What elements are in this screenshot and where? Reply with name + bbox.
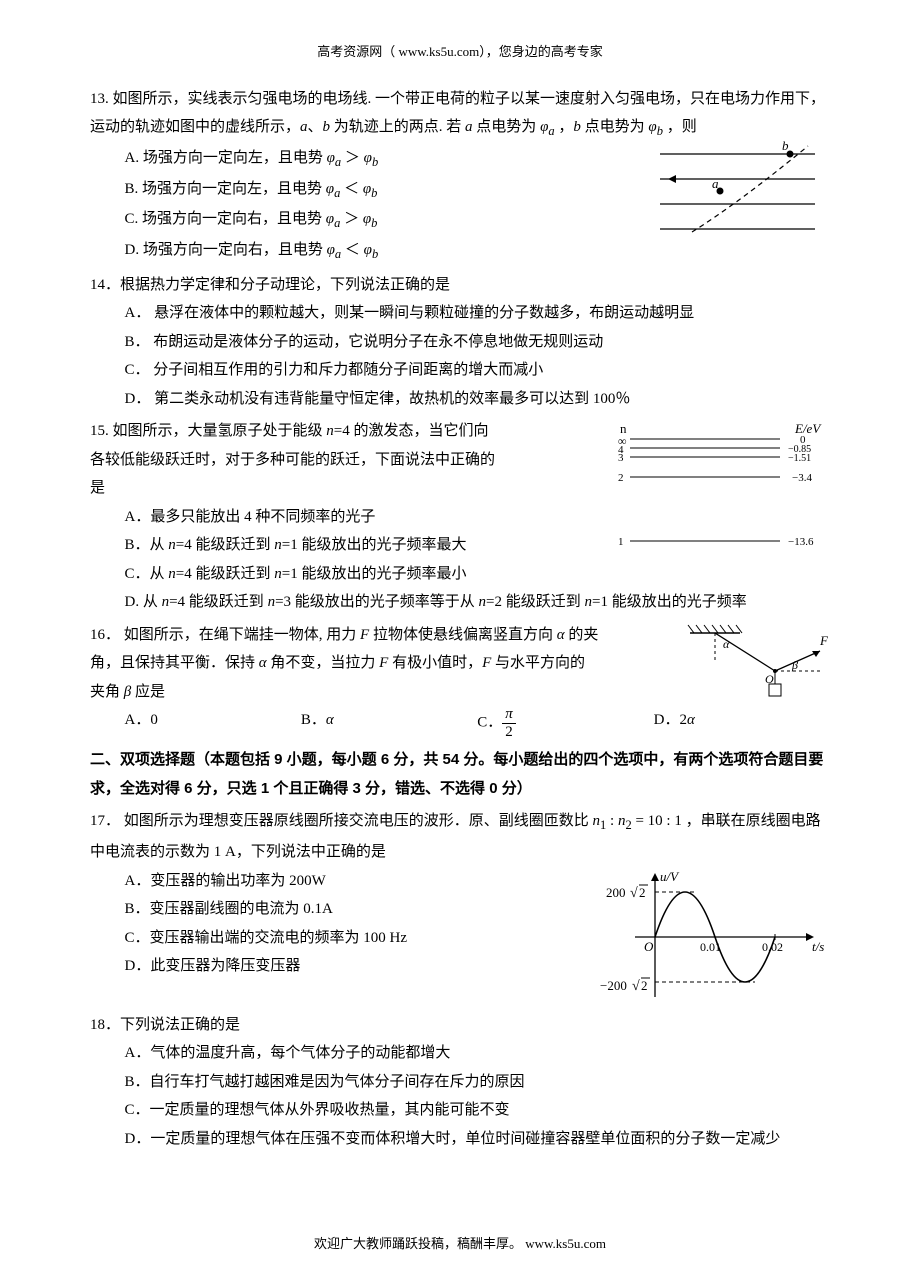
q13-label-a: a: [712, 176, 719, 191]
q17-ylabel: u/V: [660, 869, 680, 884]
question-16: α O F β 16． 如图所示，在绳下端挂一物体, 用力 F 拉物体使悬线偏离…: [90, 621, 830, 741]
svg-text:−1.51: −1.51: [788, 453, 811, 464]
q16-figure: α O F β: [680, 621, 830, 701]
q15-option-d: D. 从 n=4 能级跃迁到 n=3 能级放出的光子频率等于从 n=2 能级跃迁…: [143, 588, 831, 617]
q17-figure: u/V t/s O 200 √ 2 −200 √ 2: [600, 867, 830, 1007]
q17-xtick-2: 0.02: [762, 940, 783, 954]
question-13: 13. 如图所示，实线表示匀强电场的电场线. 一个带正电荷的粒子以某一速度射入匀…: [90, 85, 830, 267]
section-2-heading: 二、双项选择题（本题包括 9 小题，每小题 6 分，共 54 分。每小题给出的四…: [90, 746, 830, 803]
svg-text:2: 2: [639, 885, 646, 900]
q15-level-4: 4 −0.85: [618, 444, 811, 456]
q16-beta: β: [791, 658, 798, 672]
q15-option-c: C．从 n=4 能级跃迁到 n=1 能级放出的光子频率最小: [125, 560, 831, 589]
page-header: 高考资源网（ www.ks5u.com），您身边的高考专家: [90, 40, 830, 65]
q18-number: 18．: [90, 1017, 120, 1033]
q15-level-inf: ∞ 0: [618, 434, 806, 448]
q16-number: 16．: [90, 627, 120, 643]
q14-number: 14．: [90, 277, 120, 293]
q18-option-b: B．自行车打气越打越困难是因为气体分子间存在斥力的原因: [125, 1068, 831, 1097]
q17-number: 17．: [90, 813, 120, 829]
svg-text:2: 2: [618, 472, 624, 484]
q17-xlabel: t/s: [812, 939, 824, 954]
q16-option-b: B．α: [301, 706, 477, 740]
q13-figure: a b: [650, 134, 830, 234]
svg-text:√: √: [630, 886, 638, 901]
q16-option-d: D．2α: [654, 706, 830, 740]
q18-stem: 下列说法正确的是: [120, 1017, 240, 1033]
q16-option-a: A．0: [125, 706, 301, 740]
q18-option-d: D．一定质量的理想气体在压强不变而体积增大时，单位时间碰撞容器壁单位面积的分子数…: [143, 1125, 831, 1154]
q14-option-c: C． 分子间相互作用的引力和斥力都随分子间距离的增大而减小: [125, 356, 831, 385]
q16-stem-1: 如图所示，在绳下端挂一物体, 用力 F 拉物体使悬线偏离竖直方向 α 的夹: [124, 627, 599, 643]
q15-e-label: E/eV: [794, 421, 822, 436]
q18-option-c: C．一定质量的理想气体从外界吸收热量，其内能可能不变: [125, 1096, 831, 1125]
q14-option-b: B． 布朗运动是液体分子的运动，它说明分子在永不停息地做无规则运动: [125, 328, 831, 357]
q13-stem-part1: 如图所示，实线表示匀强电场的电场线. 一个带正电荷的粒子以某一速度射入匀强电场，…: [90, 91, 825, 136]
question-18: 18．下列说法正确的是 A．气体的温度升高，每个气体分子的动能都增大 B．自行车…: [90, 1011, 830, 1154]
q17-xtick-1: 0.01: [700, 940, 721, 954]
q13-number: 13.: [90, 91, 109, 107]
q15-level-3: 3 −1.51: [618, 452, 811, 464]
svg-text:1: 1: [618, 536, 624, 548]
q15-number: 15.: [90, 423, 109, 439]
q15-level-1: 1 −13.6: [618, 536, 814, 548]
svg-text:√: √: [632, 979, 640, 994]
svg-text:−13.6: −13.6: [788, 536, 814, 548]
q17-ytick-neg: −200 √ 2: [600, 978, 650, 994]
q18-option-a: A．气体的温度升高，每个气体分子的动能都增大: [125, 1039, 831, 1068]
q13-option-d: D. 场强方向一定向右，且电势 φa ＜ φb: [125, 236, 831, 267]
question-15: n E/eV ∞ 0 4 −0.85 3 −1.51: [90, 417, 830, 617]
q16-option-c: C． π 2: [477, 706, 653, 740]
q15-stem-1: 如图所示，大量氢原子处于能级 n=4 的激发态，当它们向: [113, 423, 489, 439]
question-14: 14．根据热力学定律和分子动理论，下列说法正确的是 A． 悬浮在液体中的颗粒越大…: [90, 271, 830, 414]
q17-ytick-pos: 200 √ 2: [606, 885, 648, 901]
svg-text:3: 3: [618, 452, 624, 464]
page-footer: 欢迎广大教师踊跃投稿，稿酬丰厚。 www.ks5u.com: [0, 1232, 920, 1257]
q15-figure: n E/eV ∞ 0 4 −0.85 3 −1.51: [600, 421, 830, 551]
q16-F: F: [819, 633, 829, 648]
q13-label-b: b: [782, 138, 789, 153]
question-17: 17． 如图所示为理想变压器原线圈所接交流电压的波形．原、副线圈匝数比 n1 :…: [90, 807, 830, 1006]
q14-option-a: A． 悬浮在液体中的颗粒越大，则某一瞬间与颗粒碰撞的分子数越多，布朗运动越明显: [125, 299, 831, 328]
q14-option-d: D． 第二类永动机没有违背能量守恒定律，故热机的效率最多可以达到 100％: [125, 385, 831, 414]
svg-text:−200: −200: [600, 978, 627, 993]
q17-origin: O: [644, 939, 654, 954]
svg-text:−3.4: −3.4: [792, 472, 812, 484]
q15-level-2: 2 −3.4: [618, 472, 812, 484]
q17-stem: 如图所示为理想变压器原线圈所接交流电压的波形．原、副线圈匝数比 n1 : n2 …: [90, 813, 821, 860]
q14-stem: 根据热力学定律和分子动理论，下列说法正确的是: [120, 277, 450, 293]
svg-text:2: 2: [641, 978, 648, 993]
svg-text:200: 200: [606, 885, 626, 900]
q16-alpha: α: [723, 637, 730, 651]
